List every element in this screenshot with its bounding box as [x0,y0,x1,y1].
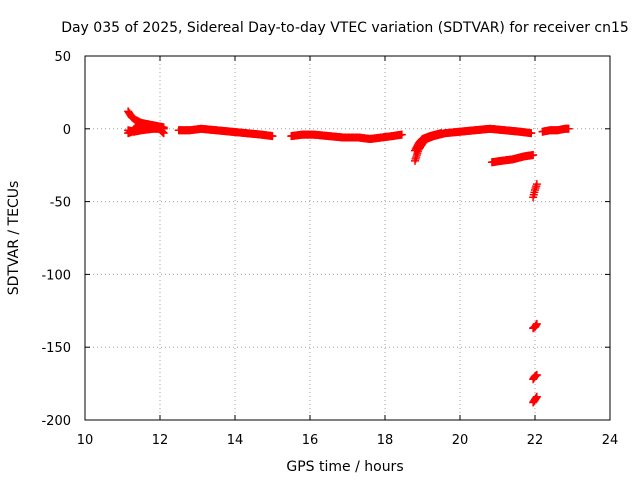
y-tick-label: -50 [50,196,71,211]
points-layer [124,107,573,407]
y-axis-label: SDTVAR / TECUs [6,181,22,296]
series-arc-11 [529,319,541,333]
chart-title: Day 035 of 2025, Sidereal Day-to-day VTE… [61,20,629,36]
y-tick-label: 50 [54,50,71,65]
series-arc-12 [529,370,541,384]
x-tick-label: 22 [527,433,544,448]
x-tick-label: 10 [77,433,94,448]
series-arc-8 [487,151,538,167]
grid-layer [85,56,610,420]
series-arc-3 [124,120,168,138]
data-point [532,370,541,379]
data-point [532,319,541,328]
x-tick-label: 12 [152,433,169,448]
data-point [564,124,573,133]
data-point [397,130,406,139]
data-point [527,129,536,138]
y-tick-label: 0 [63,123,71,138]
series-arc-13 [529,392,541,407]
data-point [268,132,277,141]
data-point [159,129,168,138]
x-tick-label: 18 [377,433,394,448]
x-tick-label: 16 [302,433,319,448]
data-point [529,151,538,160]
plot-frame [84,55,611,421]
data-point [532,392,541,401]
series-arc-4 [174,124,277,141]
data-point [437,129,446,138]
series-arc-7 [411,129,446,155]
series-arc-10 [529,180,541,202]
series-arc-5 [287,130,406,143]
data-point [532,180,541,189]
y-tick-label: -100 [41,268,71,283]
series-arc-9 [538,124,573,136]
y-tick-label: -150 [41,341,71,356]
x-tick-label: 20 [452,433,469,448]
x-tick-label: 24 [602,433,619,448]
x-axis-label: GPS time / hours [286,459,403,475]
y-tick-label: -200 [41,414,71,429]
tick-layer: 10 12 14 16 18 20 22 24 50 0 -50 -100 -150 -200 [41,50,618,448]
x-tick-label: 14 [227,433,244,448]
